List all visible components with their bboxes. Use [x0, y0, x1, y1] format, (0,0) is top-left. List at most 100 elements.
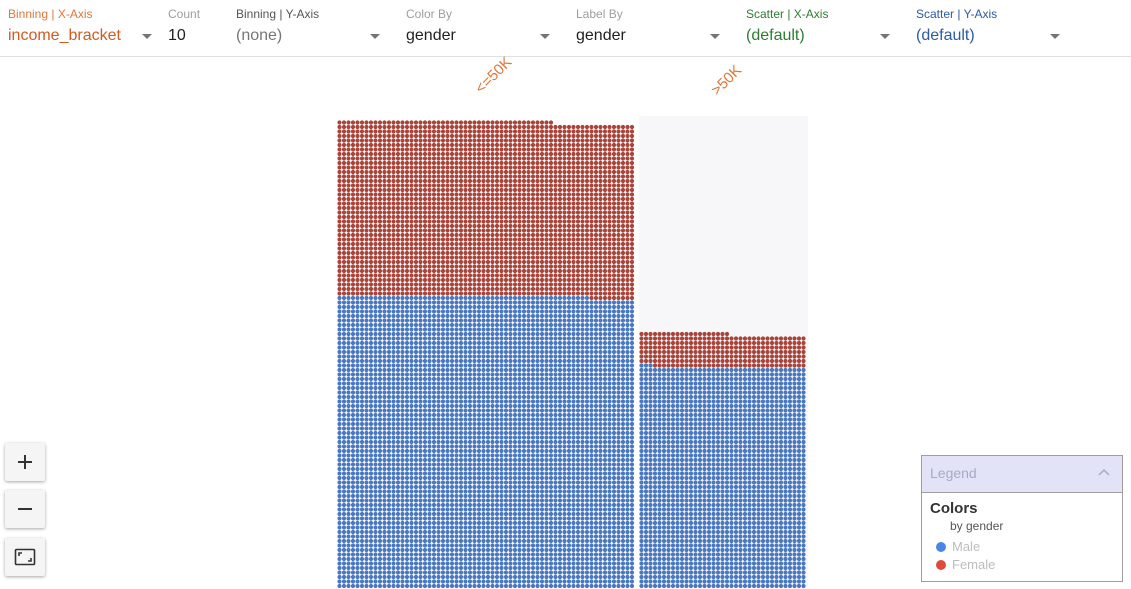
dot-male [355, 363, 360, 368]
dot-male [368, 448, 374, 454]
dot-male [427, 372, 432, 377]
dot-male [548, 322, 554, 328]
dot-male [373, 313, 378, 319]
dot-female [539, 246, 545, 251]
binning-x-select[interactable]: Binning | X-Axis income_bracket [8, 6, 152, 50]
dot-male [350, 552, 356, 557]
dot-male [530, 489, 536, 494]
dot-male [337, 484, 342, 490]
color-by-select[interactable]: Color By gender [406, 6, 550, 50]
dot-male [413, 529, 419, 535]
binning-y-select[interactable]: Binning | Y-Axis (none) [236, 6, 380, 50]
dot-male [382, 304, 387, 310]
dot-female [350, 156, 356, 161]
dot-female [368, 133, 374, 139]
dot-female [454, 133, 459, 139]
dot-female [404, 192, 410, 197]
dot-female [409, 223, 414, 229]
dot-male [436, 543, 441, 548]
dot-male [364, 399, 369, 404]
dot-female [386, 291, 392, 296]
dot-male [526, 358, 531, 364]
count-input[interactable]: Count 10 [168, 6, 220, 50]
dot-male [404, 493, 410, 499]
dot-male [382, 543, 387, 548]
dot-male [341, 444, 347, 449]
dot-male [476, 399, 482, 404]
dot-female [526, 133, 531, 139]
dot-male [359, 534, 365, 539]
dot-female [539, 138, 545, 143]
dot-male [458, 421, 464, 427]
dot-male [436, 471, 441, 476]
dot-male [512, 489, 518, 494]
dot-female [535, 219, 540, 224]
dot-male [503, 403, 509, 409]
dot-female [346, 174, 351, 179]
dot-male [359, 552, 365, 557]
dot-male [445, 480, 450, 485]
dot-male [409, 484, 414, 490]
dot-male [472, 408, 477, 413]
dot-male [526, 516, 531, 521]
dot-male [368, 354, 374, 359]
dot-male [364, 556, 369, 562]
dot-male [494, 565, 500, 571]
dot-male [503, 304, 509, 310]
dot-male [454, 439, 459, 445]
dot-male [427, 538, 432, 544]
dot-male [508, 574, 513, 580]
dot-male [508, 331, 513, 337]
dot-male [346, 543, 351, 548]
dot-male [481, 345, 486, 350]
dot-female [427, 201, 432, 206]
dot-male [391, 498, 396, 503]
dot-female [413, 205, 419, 211]
dot-male [400, 394, 405, 400]
dot-female [341, 201, 347, 206]
dot-female [463, 246, 468, 251]
dot-male [355, 516, 360, 521]
dot-male [530, 561, 536, 566]
dot-male [413, 313, 419, 319]
dot-female [467, 273, 473, 278]
dot-male [355, 381, 360, 386]
dot-male [355, 471, 360, 476]
dot-female [508, 241, 513, 247]
label-by-select[interactable]: Label By gender [576, 6, 720, 50]
dot-male [368, 466, 374, 472]
dot-female [476, 286, 482, 292]
dot-female [539, 142, 545, 148]
dot-female [422, 219, 428, 224]
dot-male [490, 417, 495, 422]
dot-male [377, 318, 383, 323]
dot-male [517, 444, 522, 449]
dot-male [463, 583, 468, 589]
dot-male [458, 327, 464, 332]
dot-male [476, 408, 482, 413]
dot-female [436, 120, 441, 125]
dot-male [476, 534, 482, 539]
dot-female [337, 255, 342, 260]
dot-female [346, 291, 351, 296]
dot-male [494, 349, 500, 355]
dot-male [364, 484, 369, 490]
dot-male [512, 354, 518, 359]
dot-female [436, 259, 441, 265]
dot-female [377, 246, 383, 251]
dot-male [472, 511, 477, 517]
dot-male [422, 538, 428, 544]
dot-female [476, 196, 482, 202]
dot-male [350, 538, 356, 544]
dot-male [373, 453, 378, 458]
scatter-x-select[interactable]: Scatter | X-Axis (default) [746, 6, 890, 50]
dot-male [481, 426, 486, 431]
dot-female [485, 138, 491, 143]
scatter-y-select[interactable]: Scatter | Y-Axis (default) [916, 6, 1060, 50]
dot-male [467, 426, 473, 431]
dot-female [508, 273, 513, 278]
dot-male [539, 471, 545, 476]
dot-female [494, 120, 500, 125]
dot-female [422, 156, 428, 161]
